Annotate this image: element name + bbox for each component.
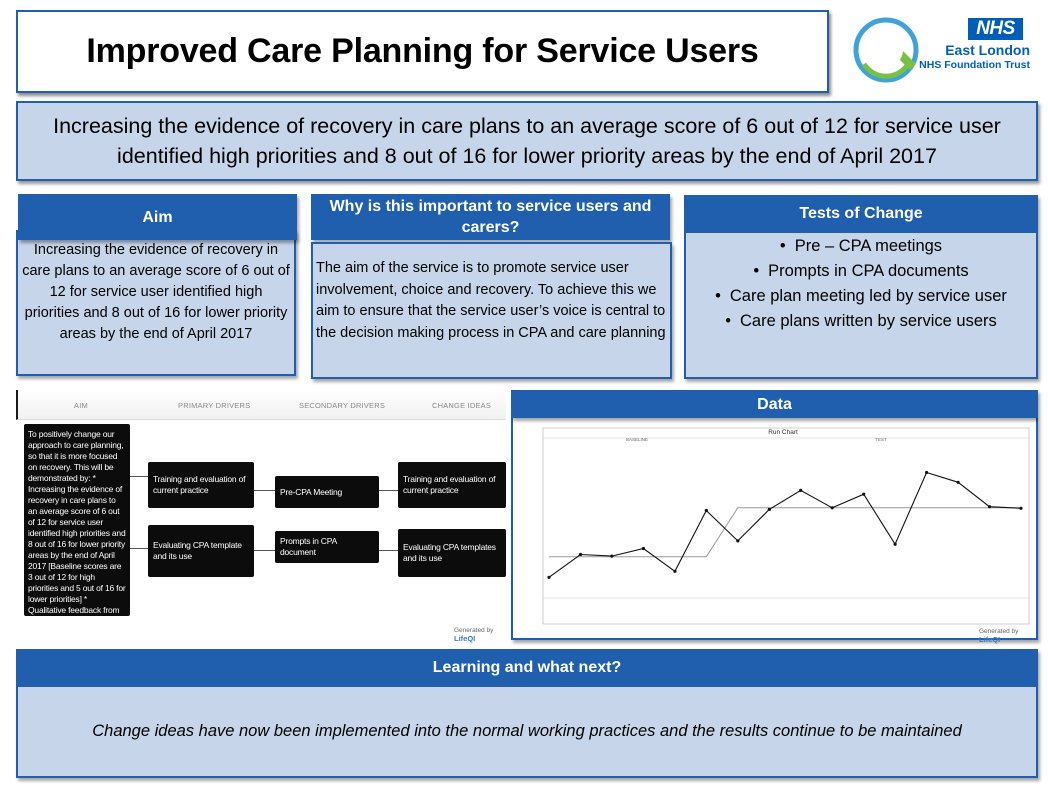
data-panel-body: Run Chart BASELINE TEST Generated by LifeQ… [511,418,1038,644]
data-point [767,507,771,511]
data-point [610,554,614,558]
connector-line [130,548,148,549]
primary-driver-box: Training and evaluation of current pract… [148,462,254,508]
why-panel-body: The aim of the service is to promote ser… [311,242,672,379]
list-item: Care plans written by service users [690,309,1032,334]
primary-driver-label: Training and evaluation of current pract… [153,474,246,495]
secondary-driver-box: Prompts in CPA document [275,531,379,563]
data-point [704,508,708,513]
poster-title-box: Improved Care Planning for Service Users [16,10,829,93]
data-point [673,569,677,573]
connector-line [253,550,275,551]
learning-panel-body: Change ideas have now been implemented i… [16,685,1038,778]
aim-panel-body: Increasing the evidence of recovery in c… [16,230,296,376]
list-item: Pre – CPA meetings [690,234,1032,259]
driver-aim-box: To positively change our approach to car… [24,424,130,626]
secondary-driver-box: Pre-CPA Meeting [275,476,379,508]
column-label-primary: PRIMARY DRIVERS [178,401,251,410]
change-idea-box: Evaluating CPA templates and its use [398,529,506,577]
generated-by-credit: Generated by LifeQI [454,627,506,643]
learning-panel-heading: Learning and what next? [16,649,1038,685]
column-label-change: CHANGE IDEAS [432,401,492,410]
lifeqi-brand: LifeQI [454,634,476,643]
nhs-logo: NHS East London NHS Foundation Trust [850,14,1030,86]
median-line [549,507,1021,558]
aim-panel-heading: Aim [18,194,297,240]
poster-title: Improved Care Planning for Service Users [86,32,759,70]
quality-assurance-ring-icon [853,17,919,83]
list-item: Prompts in CPA documents [690,259,1032,284]
connector-line [378,550,398,551]
data-point [736,539,740,543]
secondary-driver-label: Pre-CPA Meeting [280,486,343,497]
change-idea-label: Evaluating CPA templates and its use [403,542,496,563]
driver-diagram-header: AIM PRIMARY DRIVERS SECONDARY DRIVERS CH… [16,390,506,420]
data-point [987,505,992,509]
why-panel-heading: Why is this important to service users a… [311,194,670,240]
data-point [578,552,583,557]
chart-frame [542,427,1030,625]
lifeqi-brand: LifeQI [979,635,1001,644]
connector-line [253,490,275,491]
headline-statement: Increasing the evidence of recovery in c… [16,101,1038,181]
data-point [893,542,897,546]
data-point [799,488,803,492]
chart-title: Run Chart [768,429,798,436]
data-point [830,506,834,510]
run-chart: Run Chart BASELINE TEST [542,427,1030,625]
tests-panel-body: Pre – CPA meetings Prompts in CPA docume… [684,231,1038,379]
tests-list: Pre – CPA meetings Prompts in CPA docume… [690,234,1032,334]
data-point [547,575,551,579]
connector-line [378,490,398,491]
trust-subtitle: NHS Foundation Trust [919,59,1030,71]
data-point [862,492,866,496]
nhs-badge: NHS [968,18,1023,40]
change-idea-label: Training and evaluation of current pract… [403,474,496,495]
data-panel-heading: Data [511,390,1038,418]
data-point [1019,506,1023,510]
phase-label-baseline: BASELINE [626,437,648,442]
driver-diagram: AIM PRIMARY DRIVERS SECONDARY DRIVERS CH… [16,390,506,643]
data-point [956,480,960,484]
tests-panel-heading: Tests of Change [684,195,1038,231]
secondary-driver-label: Prompts in CPA document [280,536,337,557]
primary-driver-label: Evaluating CPA template and its use [153,540,242,561]
generated-by-text: Generated by [454,627,494,634]
data-point [925,470,929,475]
connector-line [130,476,148,477]
phase-label-test: TEST [875,437,887,442]
column-label-aim: AIM [74,401,88,410]
data-point [641,546,645,551]
trust-name: East London [945,42,1030,58]
generated-by-text: Generated by [979,628,1019,635]
data-series-line [548,471,1022,578]
generated-by-credit: Generated by LifeQI [979,628,1036,644]
primary-driver-box: Evaluating CPA template and its use [148,525,254,577]
column-label-secondary: SECONDARY DRIVERS [299,401,386,410]
list-item: Care plan meeting led by service user [690,284,1032,309]
change-idea-box: Training and evaluation of current pract… [398,462,506,508]
